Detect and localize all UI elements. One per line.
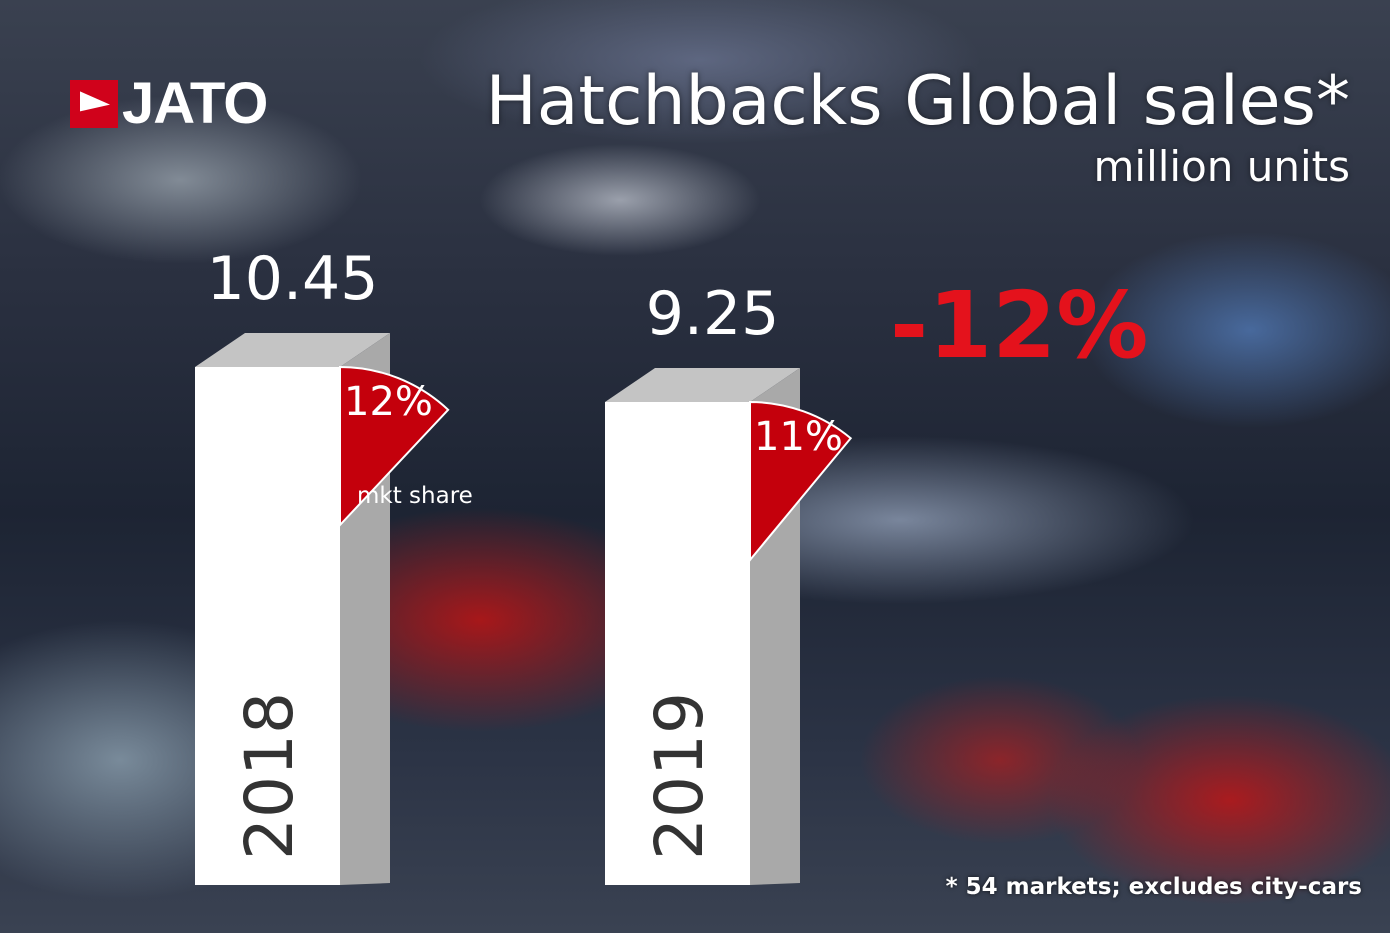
market-share-caption: mkt share: [357, 483, 473, 509]
jato-logo-text: JATO: [122, 71, 268, 136]
bar-2019: [605, 402, 750, 885]
bar-2018: [195, 367, 340, 885]
market-share-wedge: [749, 400, 853, 563]
change-label: -12%: [890, 272, 1149, 379]
bar-top-face: [605, 368, 800, 402]
year-label: 2018: [231, 692, 308, 860]
bar-top-face: [195, 333, 390, 367]
chart-subtitle: million units: [1093, 142, 1350, 191]
value-label: 9.25: [646, 279, 780, 349]
footnote: * 54 markets; excludes city-cars: [945, 874, 1362, 900]
jato-logo: JATO: [70, 71, 268, 136]
market-share-wedge: [339, 365, 450, 528]
market-share-label: 11%: [754, 414, 843, 460]
value-label: 10.45: [207, 244, 379, 314]
jato-logo-icon: [70, 80, 118, 128]
chart-title: Hatchbacks Global sales*: [485, 62, 1350, 141]
year-label: 2019: [641, 692, 718, 860]
market-share-label: 12%: [344, 379, 433, 425]
